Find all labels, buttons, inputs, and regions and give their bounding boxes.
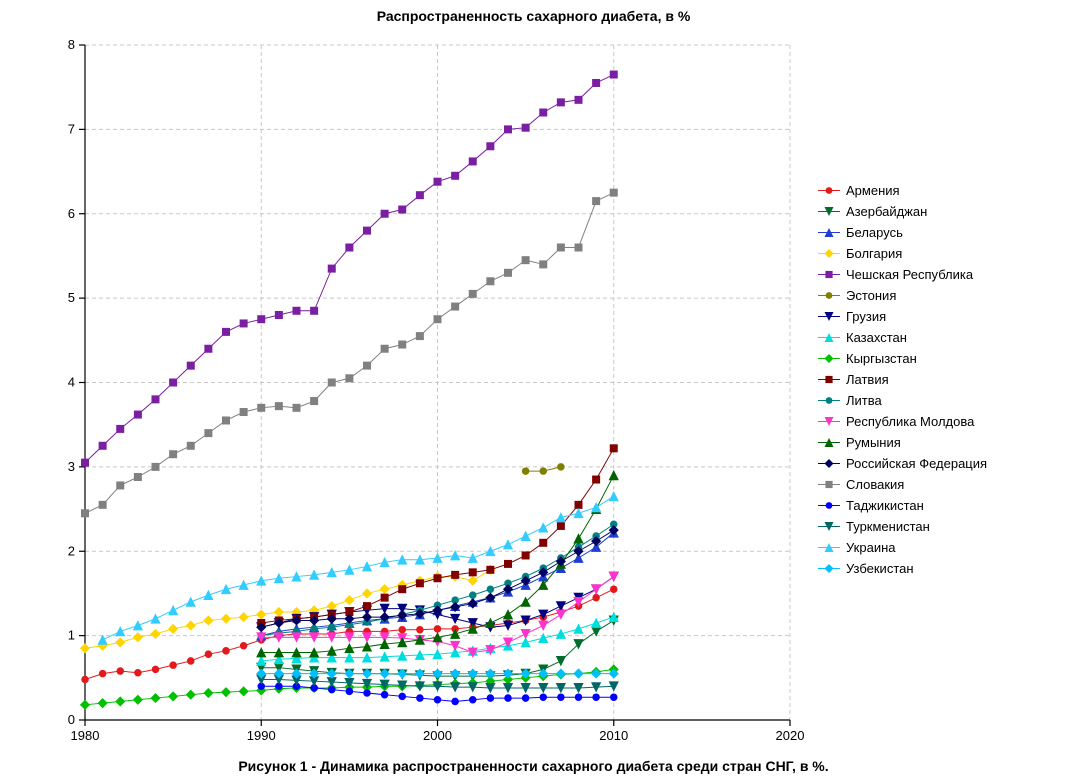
legend-item: Туркменистан [818, 516, 987, 537]
chart-legend: АрменияАзербайджанБеларусьБолгарияЧешска… [818, 180, 987, 579]
legend-item: Болгария [818, 243, 987, 264]
chart-caption: Рисунок 1 - Динамика распространенности … [0, 758, 1067, 774]
svg-text:0: 0 [68, 712, 75, 727]
legend-label: Таджикистан [846, 495, 924, 516]
chart-stage: Распространенность сахарного диабета, в … [0, 0, 1067, 780]
legend-marker-icon [818, 285, 840, 306]
legend-item: Кыргызстан [818, 348, 987, 369]
legend-label: Эстония [846, 285, 896, 306]
legend-item: Казахстан [818, 327, 987, 348]
legend-label: Российская Федерация [846, 453, 987, 474]
legend-label: Узбекистан [846, 558, 914, 579]
svg-text:7: 7 [68, 121, 75, 136]
legend-marker-icon [818, 201, 840, 222]
legend-marker-icon [818, 243, 840, 264]
svg-text:8: 8 [68, 37, 75, 52]
legend-item: Словакия [818, 474, 987, 495]
legend-label: Кыргызстан [846, 348, 917, 369]
legend-marker-icon [818, 348, 840, 369]
legend-label: Литва [846, 390, 882, 411]
legend-item: Грузия [818, 306, 987, 327]
legend-marker-icon [818, 264, 840, 285]
legend-item: Беларусь [818, 222, 987, 243]
legend-label: Туркменистан [846, 516, 930, 537]
legend-label: Латвия [846, 369, 889, 390]
legend-marker-icon [818, 327, 840, 348]
svg-text:3: 3 [68, 459, 75, 474]
legend-label: Грузия [846, 306, 886, 327]
svg-text:5: 5 [68, 290, 75, 305]
legend-label: Украина [846, 537, 896, 558]
legend-marker-icon [818, 474, 840, 495]
svg-text:2010: 2010 [599, 728, 628, 743]
legend-item: Литва [818, 390, 987, 411]
svg-text:2000: 2000 [423, 728, 452, 743]
legend-item: Армения [818, 180, 987, 201]
legend-marker-icon [818, 222, 840, 243]
legend-label: Беларусь [846, 222, 903, 243]
legend-marker-icon [818, 180, 840, 201]
legend-marker-icon [818, 453, 840, 474]
legend-marker-icon [818, 558, 840, 579]
legend-label: Словакия [846, 474, 904, 495]
legend-item: Украина [818, 537, 987, 558]
legend-marker-icon [818, 495, 840, 516]
legend-label: Чешская Республика [846, 264, 973, 285]
legend-item: Узбекистан [818, 558, 987, 579]
legend-item: Республика Молдова [818, 411, 987, 432]
legend-marker-icon [818, 390, 840, 411]
legend-marker-icon [818, 369, 840, 390]
legend-item: Латвия [818, 369, 987, 390]
legend-item: Румыния [818, 432, 987, 453]
legend-label: Азербайджан [846, 201, 927, 222]
svg-text:2020: 2020 [776, 728, 805, 743]
legend-marker-icon [818, 516, 840, 537]
svg-text:1980: 1980 [71, 728, 100, 743]
legend-label: Армения [846, 180, 900, 201]
legend-marker-icon [818, 411, 840, 432]
legend-item: Чешская Республика [818, 264, 987, 285]
svg-text:1990: 1990 [247, 728, 276, 743]
legend-label: Румыния [846, 432, 901, 453]
legend-marker-icon [818, 432, 840, 453]
legend-item: Российская Федерация [818, 453, 987, 474]
legend-item: Таджикистан [818, 495, 987, 516]
svg-text:6: 6 [68, 206, 75, 221]
legend-label: Казахстан [846, 327, 907, 348]
legend-item: Азербайджан [818, 201, 987, 222]
legend-marker-icon [818, 537, 840, 558]
svg-text:4: 4 [68, 375, 75, 390]
svg-text:2: 2 [68, 543, 75, 558]
legend-label: Республика Молдова [846, 411, 974, 432]
svg-text:1: 1 [68, 628, 75, 643]
legend-marker-icon [818, 306, 840, 327]
legend-item: Эстония [818, 285, 987, 306]
legend-label: Болгария [846, 243, 902, 264]
